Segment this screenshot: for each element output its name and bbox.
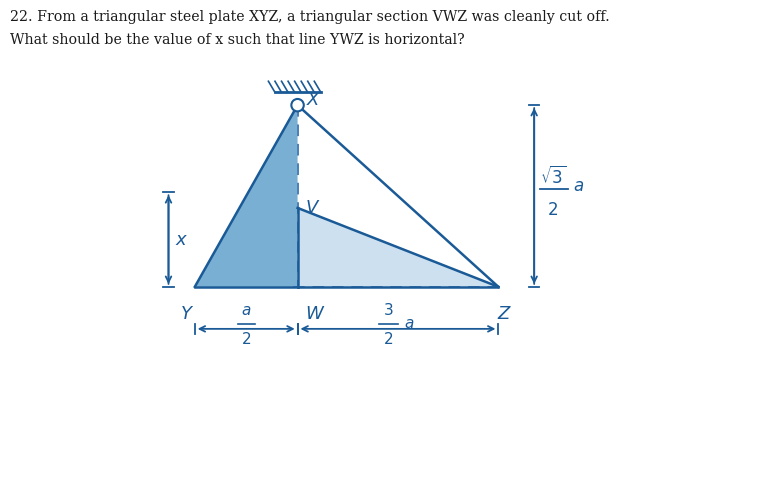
Text: $2$: $2$ [241, 331, 251, 347]
Text: $2$: $2$ [547, 201, 558, 219]
Text: $x$: $x$ [175, 230, 188, 249]
Text: V: V [305, 199, 317, 217]
Polygon shape [195, 105, 297, 287]
Text: 22. From a triangular steel plate XYZ, a triangular section VWZ was cleanly cut : 22. From a triangular steel plate XYZ, a… [10, 10, 610, 23]
Text: $a$: $a$ [404, 315, 414, 331]
Text: $2$: $2$ [384, 331, 394, 347]
Text: W: W [305, 305, 323, 323]
Text: Z: Z [498, 305, 510, 323]
Text: Y: Y [181, 305, 191, 323]
Text: $3$: $3$ [383, 303, 394, 318]
Text: $a$: $a$ [573, 177, 584, 196]
Text: What should be the value of x such that line YWZ is horizontal?: What should be the value of x such that … [10, 33, 465, 47]
Circle shape [291, 99, 304, 111]
Text: X: X [307, 91, 320, 109]
Text: $a$: $a$ [241, 304, 252, 318]
Polygon shape [297, 208, 499, 287]
Text: $\sqrt{3}$: $\sqrt{3}$ [540, 166, 567, 188]
